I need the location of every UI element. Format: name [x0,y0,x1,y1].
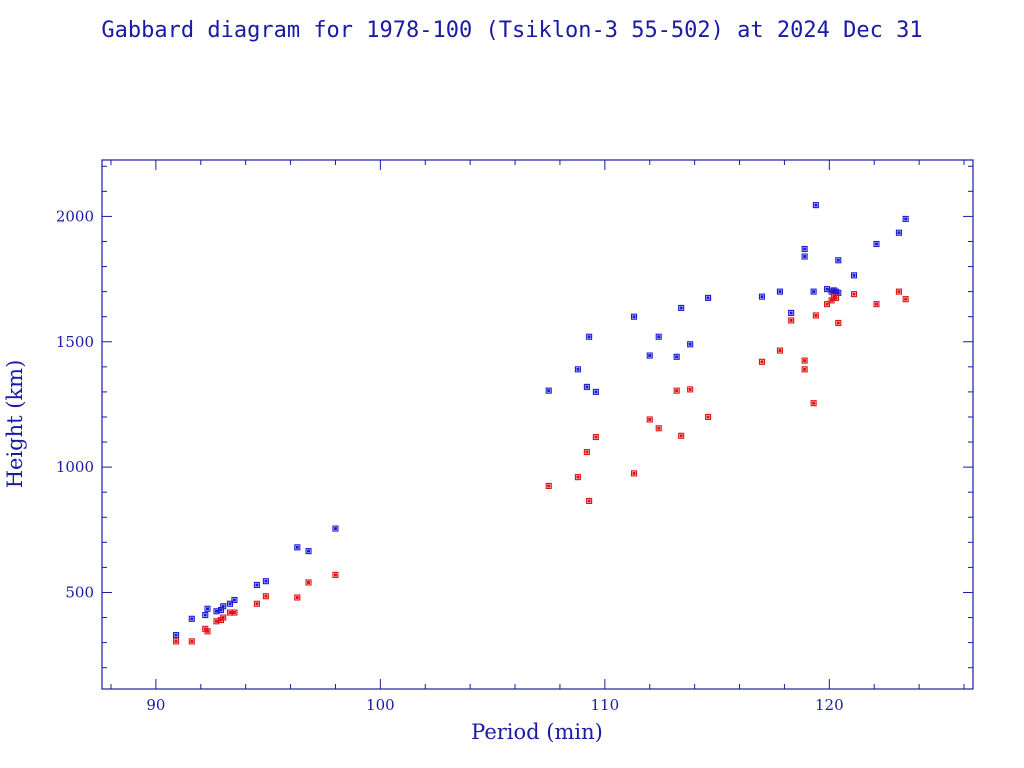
data-point-apogee [776,288,783,295]
data-point-apogee [678,304,685,311]
y-tick-label: 500 [65,583,94,601]
data-point-perigee [655,425,662,432]
data-point-apogee [873,240,880,248]
data-point-apogee [226,600,234,607]
data-point-perigee [583,449,590,456]
data-point-apogee [655,333,662,340]
data-point-apogee [574,366,581,373]
data-point-apogee [204,605,211,612]
data-point-perigee [801,357,808,364]
data-point-perigee [231,609,238,616]
data-point-apogee [895,229,902,236]
data-point-perigee [305,579,312,586]
data-point-perigee [810,400,817,407]
data-point-apogee [173,632,180,639]
data-point-perigee [673,387,680,394]
data-point-perigee [294,594,301,601]
series-apogee [173,202,909,639]
data-point-apogee [758,293,766,300]
data-point-apogee [188,615,195,622]
data-point-apogee [253,581,260,589]
data-point-perigee [705,413,712,421]
data-point-apogee [202,611,209,619]
data-point-apogee [902,215,909,222]
data-point-perigee [835,319,842,327]
data-point-apogee [583,383,590,390]
data-point-apogee [262,578,269,585]
y-tick-label: 2000 [56,207,94,225]
data-point-perigee [687,386,694,393]
data-point-perigee [630,470,638,477]
x-axis-label: Period (min) [471,720,603,744]
data-point-perigee [850,291,858,298]
chart-title: Gabbard diagram for 1978-100 (Tsiklon-3 … [101,18,922,43]
y-tick-label: 1500 [56,333,94,351]
data-point-apogee [586,333,593,340]
data-point-perigee [204,628,211,635]
plot-frame [101,159,974,690]
data-point-perigee [824,301,831,308]
data-point-perigee [788,317,795,324]
data-point-perigee [586,497,593,505]
data-point-perigee [188,638,195,645]
data-point-perigee [812,312,819,319]
data-point-perigee [833,294,840,301]
data-point-perigee [592,433,599,441]
data-point-apogee [850,272,858,279]
data-point-perigee [332,571,339,578]
data-point-apogee [687,341,694,348]
data-point-apogee [810,288,817,295]
x-tick-label: 120 [815,696,844,714]
data-point-perigee [801,366,808,373]
data-point-apogee [332,525,339,532]
data-point-perigee [902,296,909,303]
data-point-apogee [646,352,653,359]
series-perigee [173,288,909,645]
data-point-perigee [776,347,783,354]
data-point-perigee [574,474,581,481]
data-point-perigee [895,288,902,295]
data-point-apogee [545,387,552,394]
data-point-apogee [220,603,227,610]
plot-area [101,159,974,690]
x-tick-label: 90 [146,696,165,714]
data-point-apogee [801,245,808,253]
data-point-perigee [173,638,180,645]
data-point-apogee [630,313,638,320]
data-point-perigee [262,593,269,600]
data-point-apogee [305,548,312,555]
data-point-apogee [705,294,712,301]
data-point-apogee [673,353,680,360]
data-point-apogee [812,202,819,209]
data-points [173,202,909,645]
y-axis-label: Height (km) [3,360,27,489]
y-tick-label: 1000 [56,458,94,476]
data-point-apogee [231,596,238,604]
axis-tick-labels: 90 100 110 120 500 1000 1500 2000 [56,207,844,714]
axis-ticks [102,160,973,689]
data-point-perigee [646,416,653,423]
data-point-perigee [873,301,880,308]
data-point-apogee [801,253,808,260]
data-point-perigee [545,482,552,489]
data-point-perigee [678,432,685,439]
data-point-perigee [253,600,260,607]
data-point-perigee [758,358,766,365]
x-tick-label: 100 [366,696,395,714]
data-point-apogee [294,544,301,551]
data-point-apogee [835,257,842,264]
data-point-apogee [788,309,795,316]
x-tick-label: 110 [591,696,620,714]
data-point-perigee [220,614,227,621]
data-point-apogee [592,388,599,395]
